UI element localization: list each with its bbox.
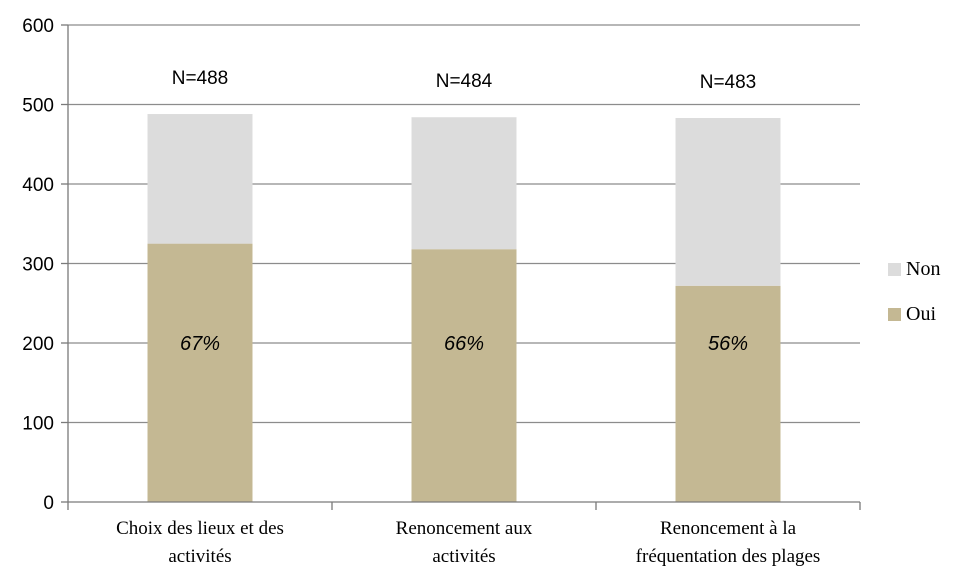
x-category-label-line: fréquentation des plages	[636, 546, 821, 567]
x-category-label-line: activités	[432, 546, 495, 567]
axes	[61, 24, 861, 510]
legend-label-oui: Oui	[906, 303, 936, 325]
y-tick-label: 600	[22, 16, 54, 37]
x-category-label: Choix des lieux et des activités	[116, 518, 284, 567]
total-label: N=488	[172, 68, 229, 89]
x-category-label-line: Renoncement aux	[396, 518, 533, 539]
legend-swatch-oui	[888, 308, 901, 321]
labels: 0 100 200 300 400 500 600 N=488 67% Choix des lie…	[22, 16, 820, 567]
legend-label-non: Non	[906, 258, 940, 280]
bar-segment-non	[147, 114, 253, 244]
total-label: N=484	[436, 71, 493, 92]
percent-label: 67%	[180, 333, 220, 355]
legend-swatch-non	[888, 263, 901, 276]
bars	[147, 114, 781, 502]
x-category-label: Renoncement aux activités	[396, 518, 533, 567]
bar-segment-non	[411, 117, 517, 250]
x-category-label-line: Choix des lieux et des	[116, 518, 284, 539]
y-tick-label: 400	[22, 175, 54, 196]
bar-segment-non	[675, 118, 781, 286]
legend: Non Oui	[888, 258, 940, 325]
total-label: N=483	[700, 72, 757, 93]
y-tick-label: 500	[22, 96, 54, 117]
y-tick-label: 100	[22, 414, 54, 435]
bar-segment-oui	[411, 249, 517, 502]
y-tick-label: 300	[22, 255, 54, 276]
y-tick-label: 0	[43, 493, 54, 514]
percent-label: 66%	[444, 333, 484, 355]
percent-label: 56%	[708, 333, 748, 355]
y-tick-label: 200	[22, 334, 54, 355]
x-category-label-line: activités	[168, 546, 231, 567]
x-category-label-line: Renoncement à la	[660, 518, 797, 539]
bar-segment-oui	[675, 285, 781, 502]
x-category-label: Renoncement à la fréquentation des plages	[636, 518, 821, 567]
bar-segment-oui	[147, 243, 253, 502]
